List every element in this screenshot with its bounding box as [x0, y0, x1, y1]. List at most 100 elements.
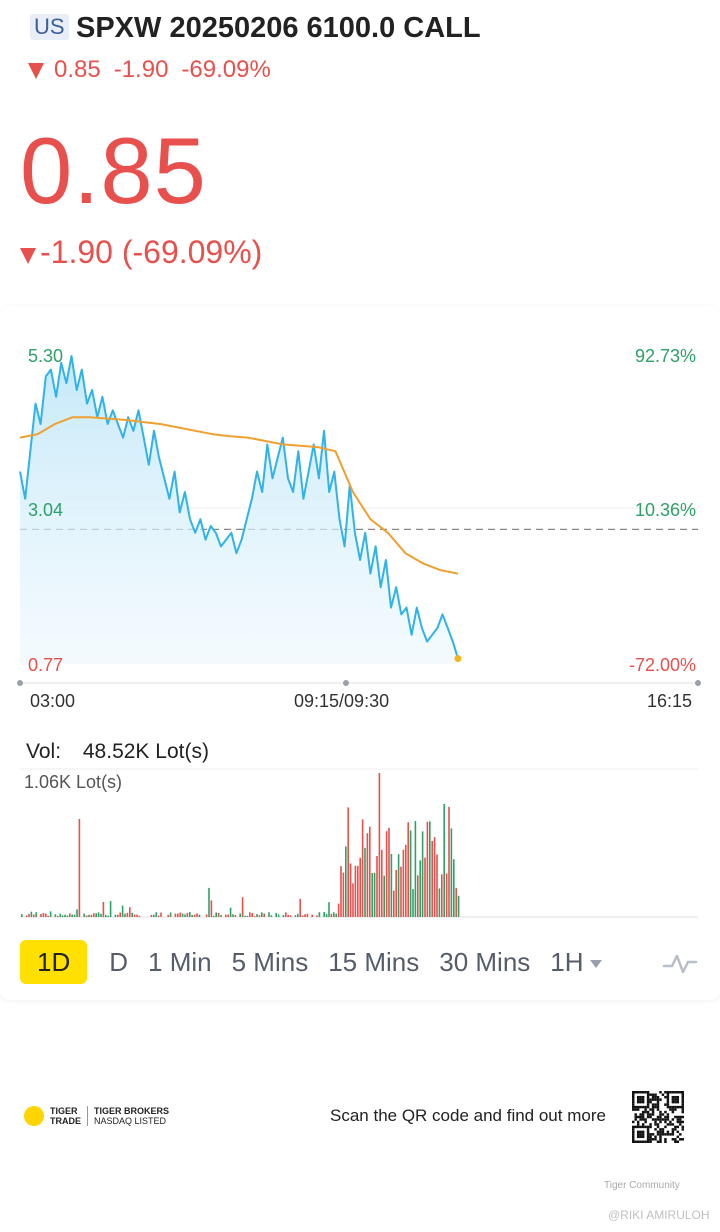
qr-module: [656, 1118, 660, 1121]
qr-module: [639, 1135, 642, 1139]
qr-module: [632, 1098, 635, 1101]
volume-bar: [184, 914, 186, 917]
qr-module: [656, 1100, 660, 1104]
volume-bar: [352, 883, 354, 917]
tab-1-min[interactable]: 1 Min: [148, 940, 212, 984]
qr-module: [644, 1110, 647, 1114]
volume-bar: [318, 912, 321, 917]
qr-module: [641, 1133, 645, 1136]
tab-label: 1H: [550, 947, 584, 977]
qr-module: [661, 1130, 665, 1134]
qr-module: [639, 1100, 642, 1104]
qr-module: [656, 1108, 660, 1111]
qr-module: [639, 1125, 642, 1129]
qr-module: [636, 1091, 640, 1094]
tab-label: 1 Min: [148, 947, 212, 977]
brand-line2: TRADE: [50, 1116, 81, 1126]
volume-bar: [400, 866, 402, 917]
qr-module: [664, 1125, 667, 1129]
volume-bar: [169, 912, 172, 917]
qr-module: [666, 1093, 670, 1096]
qr-module: [632, 1108, 635, 1111]
qr-module: [676, 1105, 680, 1109]
pct-axis-max: 92.73%: [634, 346, 696, 366]
qr-module: [649, 1093, 652, 1096]
qr-module: [654, 1105, 657, 1109]
qr-module: [632, 1100, 635, 1104]
qr-module: [659, 1138, 662, 1141]
tab-d[interactable]: D: [109, 940, 128, 984]
volume-bar: [388, 827, 390, 917]
qr-module: [666, 1113, 670, 1116]
qr-module: [634, 1125, 637, 1129]
axis-tick-dot: [343, 680, 349, 686]
tab-1d[interactable]: 1D: [20, 940, 88, 984]
qr-module: [659, 1128, 662, 1131]
volume-bar: [25, 915, 28, 917]
qr-module: [649, 1135, 652, 1139]
volume-bar: [57, 915, 59, 917]
price-area: [20, 356, 458, 664]
qr-module: [676, 1125, 680, 1129]
qr-module: [646, 1093, 650, 1096]
qr-module: [646, 1098, 650, 1101]
qr-module: [679, 1120, 682, 1124]
qr-module: [651, 1118, 655, 1121]
volume-bar: [306, 913, 309, 917]
volume-bar: [100, 913, 102, 917]
volume-bar: [189, 912, 191, 917]
volume-bar: [215, 912, 217, 917]
qr-module: [666, 1118, 670, 1121]
volume-bar: [136, 914, 138, 917]
volume-bar: [443, 804, 445, 917]
volume-bar: [76, 909, 78, 917]
tab-1h[interactable]: 1H: [550, 940, 602, 984]
qr-module: [634, 1113, 637, 1116]
tab-15-mins[interactable]: 15 Mins: [328, 940, 419, 984]
qr-module: [641, 1105, 645, 1109]
qr-module: [646, 1100, 650, 1104]
volume-bar: [97, 912, 100, 917]
qr-module: [654, 1098, 657, 1101]
qr-module: [676, 1135, 680, 1139]
volume-bar: [378, 773, 381, 917]
qr-module: [674, 1138, 677, 1141]
volume-bar: [234, 915, 237, 917]
volume-bar: [155, 912, 157, 917]
qr-module: [632, 1120, 635, 1124]
volume-bar: [78, 819, 81, 917]
qr-module: [666, 1130, 670, 1134]
tab-5-mins[interactable]: 5 Mins: [232, 940, 309, 984]
qr-module: [661, 1113, 665, 1116]
qr-module: [636, 1098, 640, 1101]
qr-module: [674, 1115, 677, 1119]
volume-bar: [445, 873, 448, 917]
volume-bar: [395, 870, 397, 917]
qr-module: [671, 1105, 675, 1109]
volume-bar: [431, 840, 433, 917]
qr-module: [632, 1103, 635, 1106]
tab-label: 1D: [37, 947, 71, 977]
volume-bar: [258, 915, 261, 917]
pulse-line-icon[interactable]: [662, 948, 698, 978]
qr-module: [639, 1130, 642, 1134]
qr-module: [632, 1095, 635, 1099]
tab-label: 15 Mins: [328, 947, 420, 977]
volume-bar: [361, 819, 364, 917]
volume-bar: [412, 889, 414, 917]
qr-module: [666, 1103, 670, 1106]
volume-bar: [49, 911, 52, 917]
volume-bar: [393, 890, 395, 917]
intraday-chart[interactable]: [0, 306, 720, 926]
tab-30-mins[interactable]: 30 Mins: [439, 940, 530, 984]
qr-module: [681, 1091, 684, 1094]
qr-module: [671, 1133, 675, 1136]
qr-module: [676, 1140, 680, 1143]
volume-bar: [441, 874, 443, 917]
axis-tick-dot: [17, 680, 23, 686]
change-text: -1.90 (-69.09%): [40, 234, 263, 270]
qr-module: [664, 1095, 667, 1099]
qr-module: [666, 1100, 670, 1104]
volume-bar: [414, 821, 417, 917]
volume-bar: [54, 914, 57, 917]
